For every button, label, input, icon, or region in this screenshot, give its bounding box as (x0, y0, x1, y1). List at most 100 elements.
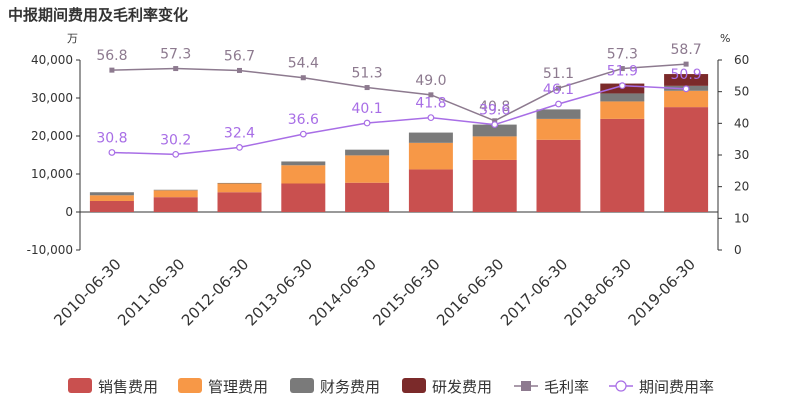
chart-title: 中报期间费用及毛利率变化 (8, 6, 189, 24)
legend-swatch (68, 378, 92, 393)
point-marker (173, 66, 179, 72)
left-axis-tick-label: 40,000 (31, 53, 73, 67)
bar-segment (536, 139, 581, 212)
right-axis-tick-label: 40 (734, 116, 749, 130)
data-label: 56.8 (96, 48, 127, 64)
data-label: 30.2 (160, 132, 191, 148)
legend-label: 销售费用 (98, 378, 158, 396)
left-axis-tick-label: 20,000 (31, 129, 73, 143)
point-marker (236, 143, 243, 151)
left-axis-tick-label: -10,000 (27, 243, 73, 257)
point-marker (619, 66, 625, 72)
legend-swatch (178, 378, 202, 393)
point-marker (491, 121, 499, 128)
point-marker (682, 85, 690, 93)
bar-segment (345, 182, 390, 212)
x-tick-label: 2018-06-30 (561, 255, 635, 329)
legend-marker (521, 381, 531, 391)
left-axis-tick-label: 10,000 (31, 167, 73, 181)
legend-swatch (290, 378, 314, 393)
point-marker (364, 85, 370, 91)
data-label: 57.3 (160, 47, 191, 63)
series-line (111, 63, 687, 122)
data-label: 50.9 (671, 67, 702, 83)
bar-segment (408, 132, 453, 143)
x-tick-label: 2017-06-30 (497, 255, 571, 329)
line-series: 56.8 57.3 56.7 54.4 51.3 49.0 40.8 51.1 57.3 58.7… (96, 42, 702, 158)
bar-segment (664, 107, 709, 212)
point-marker (427, 114, 435, 122)
right-axis-unit: % (720, 32, 730, 45)
x-tick-label: 2012-06-30 (178, 255, 252, 329)
bar-segment (472, 124, 517, 137)
x-tick-label: 2010-06-30 (50, 255, 124, 329)
legend-label: 毛利率 (544, 378, 589, 396)
legend-swatch (402, 378, 426, 393)
data-label: 40.1 (352, 101, 383, 117)
right-axis-tick-label: 60 (734, 53, 749, 67)
data-label: 57.3 (607, 47, 638, 63)
data-label: 54.4 (288, 56, 319, 72)
bar-segment (472, 136, 517, 160)
data-label: 46.1 (543, 82, 574, 98)
point-marker (108, 149, 116, 156)
x-tick-label: 2013-06-30 (242, 255, 316, 329)
bar-segment (536, 118, 581, 140)
point-marker (300, 75, 306, 81)
x-tick-label: 2016-06-30 (433, 255, 507, 329)
x-tick-label: 2015-06-30 (369, 255, 443, 329)
data-label: 32.4 (224, 125, 255, 141)
bar-segment (281, 183, 326, 212)
point-marker (683, 61, 689, 67)
bar-series (89, 74, 709, 212)
bar-segment (217, 182, 262, 184)
bar-segment (345, 149, 390, 156)
point-marker (492, 118, 498, 124)
bar-segment (408, 142, 453, 170)
x-tick-label: 2014-06-30 (306, 255, 380, 329)
right-axis-tick-label: 30 (734, 148, 749, 162)
legend[interactable]: 销售费用 管理费用 财务费用 研发费用 毛利率 期间费用率 (68, 378, 714, 396)
bar-segment (89, 195, 134, 201)
legend-label: 管理费用 (208, 378, 268, 396)
data-label: 40.8 (479, 99, 510, 115)
x-axis-labels: 2010-06-302011-06-302012-06-302013-06-30… (50, 255, 699, 329)
point-marker (555, 100, 562, 108)
bar-segment (536, 109, 581, 119)
data-label: 39.6 (479, 103, 510, 119)
point-marker (299, 130, 307, 138)
data-label: 56.7 (224, 48, 255, 64)
left-axis-tick-label: 0 (65, 205, 73, 219)
bar-segment (600, 101, 645, 119)
legend-marker (615, 380, 627, 392)
bar-segment (153, 197, 198, 212)
bar-segment (89, 192, 134, 196)
series-line (111, 84, 687, 156)
point-marker (172, 150, 180, 158)
right-axis-tick-label: 50 (734, 85, 749, 99)
bar-segment (664, 74, 709, 86)
data-label: 49.0 (415, 73, 446, 89)
bar-segment (281, 161, 326, 166)
data-label: 58.7 (671, 42, 702, 58)
legend-label: 财务费用 (320, 378, 380, 396)
data-label: 30.8 (96, 130, 127, 146)
point-marker (556, 85, 561, 91)
data-label: 51.1 (543, 66, 574, 82)
x-tick-label: 2019-06-30 (625, 255, 699, 329)
bar-segment (600, 93, 645, 102)
bar-segment (345, 155, 390, 183)
legend-label: 研发费用 (432, 378, 492, 396)
point-marker (237, 67, 242, 73)
data-label: 41.8 (415, 96, 446, 112)
point-marker (109, 67, 115, 73)
x-tick-label: 2011-06-30 (114, 255, 188, 329)
right-axis-tick-label: 20 (734, 180, 749, 194)
bar-segment (89, 200, 134, 212)
bar-segment (600, 118, 645, 212)
bar-segment (153, 189, 198, 191)
bar-segment (472, 159, 517, 212)
bar-segment (217, 183, 262, 193)
point-marker (428, 92, 434, 98)
